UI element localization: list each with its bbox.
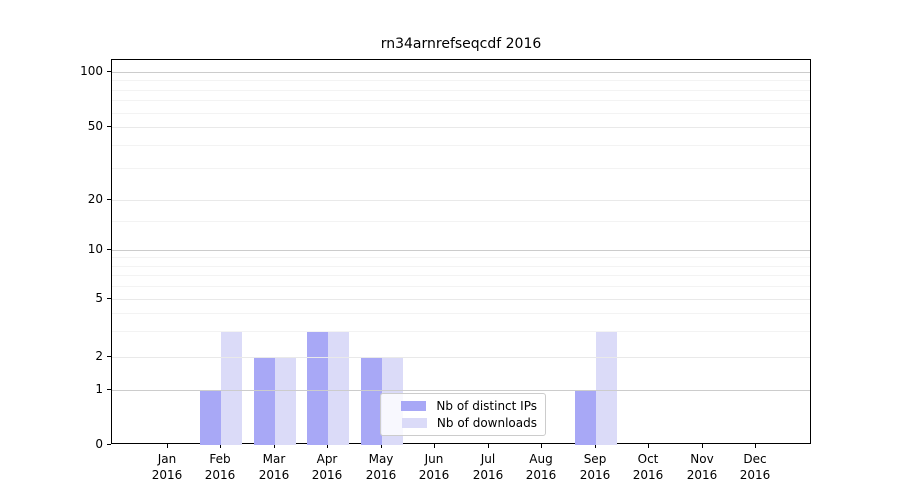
y-tick-label-1: 1 bbox=[95, 382, 103, 396]
bar-apr-downloads bbox=[328, 331, 349, 445]
bar-sep-downloads bbox=[596, 331, 617, 445]
x-tick-mar bbox=[274, 444, 275, 448]
y-minor-gridline-30 bbox=[112, 168, 810, 169]
y-tick-5 bbox=[107, 298, 111, 299]
x-tick-oct bbox=[648, 444, 649, 448]
plot-area bbox=[111, 59, 811, 445]
x-tick-feb bbox=[220, 444, 221, 448]
y-minor-gridline-8 bbox=[112, 266, 810, 267]
y-minor-gridline-7 bbox=[112, 275, 810, 276]
x-tick-label-feb: Feb 2016 bbox=[204, 452, 236, 482]
x-tick-label-jul: Jul 2016 bbox=[472, 452, 504, 482]
y-minor-gridline-15 bbox=[112, 221, 810, 222]
x-tick-aug bbox=[541, 444, 542, 448]
distinct-ips-swatch bbox=[401, 401, 427, 411]
x-tick-label-mar: Mar 2016 bbox=[258, 452, 290, 482]
y-minor-gridline-4 bbox=[112, 313, 810, 314]
y-minor-gridline-3 bbox=[112, 331, 810, 332]
x-tick-label-dec: Dec 2016 bbox=[739, 452, 771, 482]
y-tick-label-2: 2 bbox=[95, 349, 103, 363]
x-tick-jun bbox=[434, 444, 435, 448]
x-tick-label-may: May 2016 bbox=[365, 452, 397, 482]
y-gridline-50 bbox=[112, 127, 810, 128]
x-tick-apr bbox=[327, 444, 328, 448]
bar-may-distinct-ips bbox=[361, 357, 382, 445]
y-gridline-1 bbox=[112, 390, 810, 391]
y-tick-label-5: 5 bbox=[95, 291, 103, 305]
x-tick-label-nov: Nov 2016 bbox=[686, 452, 718, 482]
y-tick-10 bbox=[107, 249, 111, 250]
y-gridline-10 bbox=[112, 250, 810, 251]
y-tick-label-100: 100 bbox=[80, 64, 103, 78]
x-tick-label-jun: Jun 2016 bbox=[418, 452, 450, 482]
y-tick-0 bbox=[107, 444, 111, 445]
y-tick-50 bbox=[107, 126, 111, 127]
bar-feb-downloads bbox=[221, 331, 242, 445]
y-gridline-20 bbox=[112, 200, 810, 201]
bar-apr-distinct-ips bbox=[307, 331, 328, 445]
bar-mar-distinct-ips bbox=[254, 357, 275, 445]
downloads-swatch bbox=[401, 418, 427, 428]
y-gridline-2 bbox=[112, 357, 810, 358]
x-tick-label-jan: Jan 2016 bbox=[151, 452, 183, 482]
bar-sep-distinct-ips bbox=[575, 390, 596, 445]
x-tick-label-apr: Apr 2016 bbox=[311, 452, 343, 482]
y-minor-gridline-70 bbox=[112, 100, 810, 101]
y-gridline-100 bbox=[112, 72, 810, 73]
x-tick-may bbox=[381, 444, 382, 448]
x-tick-jul bbox=[488, 444, 489, 448]
x-tick-label-aug: Aug 2016 bbox=[525, 452, 557, 482]
legend-label-downloads: Nb of downloads bbox=[436, 416, 537, 430]
legend-item-downloads: Nb of downloads bbox=[389, 416, 537, 430]
y-tick-label-10: 10 bbox=[87, 242, 103, 256]
legend-item-distinct-ips: Nb of distinct IPs bbox=[389, 399, 537, 413]
x-tick-dec bbox=[755, 444, 756, 448]
y-tick-100 bbox=[107, 71, 111, 72]
y-minor-gridline-60 bbox=[112, 113, 810, 114]
x-tick-label-sep: Sep 2016 bbox=[579, 452, 611, 482]
y-minor-gridline-80 bbox=[112, 90, 810, 91]
y-tick-label-20: 20 bbox=[87, 192, 103, 206]
y-gridline-5 bbox=[112, 299, 810, 300]
y-tick-label-50: 50 bbox=[87, 119, 103, 133]
legend-label-distinct-ips: Nb of distinct IPs bbox=[436, 399, 537, 413]
y-minor-gridline-90 bbox=[112, 80, 810, 81]
y-tick-label-0: 0 bbox=[95, 437, 103, 451]
y-tick-1 bbox=[107, 389, 111, 390]
chart-title: rn34arnrefseqcdf 2016 bbox=[380, 36, 542, 52]
x-tick-jan bbox=[167, 444, 168, 448]
bar-mar-downloads bbox=[275, 357, 296, 445]
x-tick-label-oct: Oct 2016 bbox=[632, 452, 664, 482]
x-tick-nov bbox=[702, 444, 703, 448]
y-minor-gridline-40 bbox=[112, 145, 810, 146]
x-tick-sep bbox=[595, 444, 596, 448]
bar-feb-distinct-ips bbox=[200, 390, 221, 445]
y-minor-gridline-6 bbox=[112, 286, 810, 287]
y-tick-2 bbox=[107, 356, 111, 357]
y-minor-gridline-9 bbox=[112, 257, 810, 258]
legend: Nb of distinct IPs Nb of downloads bbox=[380, 393, 546, 436]
y-tick-20 bbox=[107, 199, 111, 200]
